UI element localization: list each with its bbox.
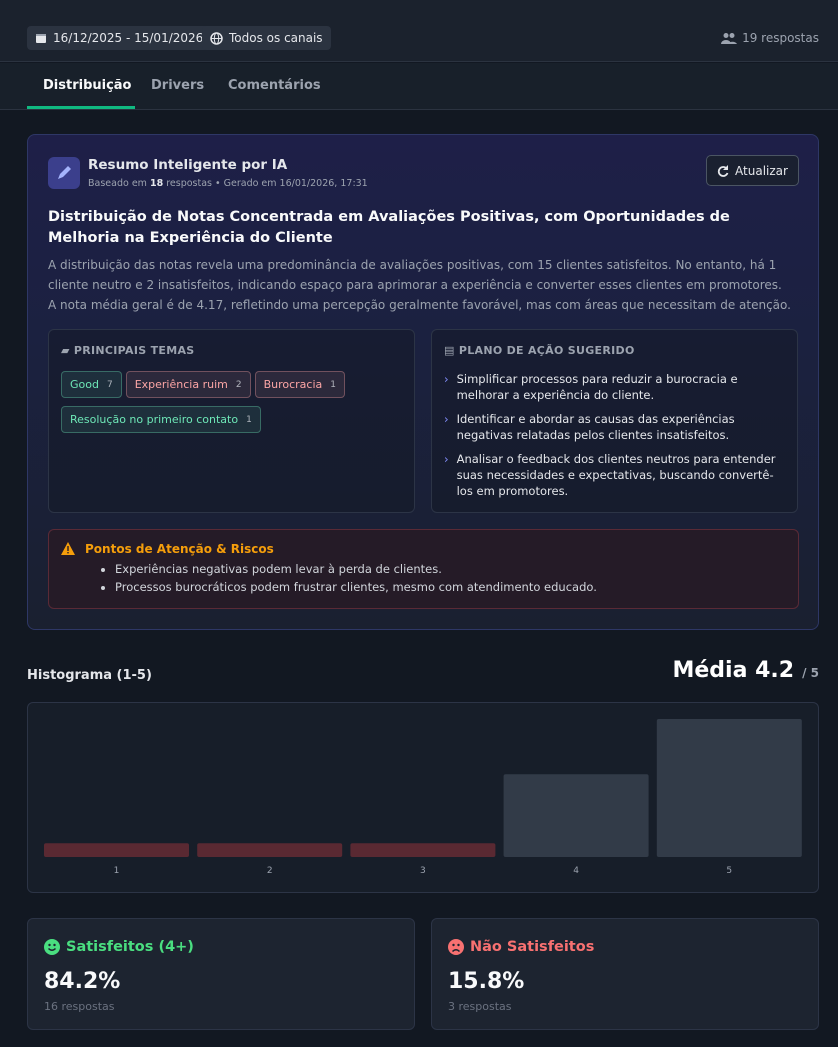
stat-title-text: Não Satisfeitos bbox=[470, 939, 595, 955]
risk-item: Processos burocráticos podem frustrar cl… bbox=[115, 578, 786, 596]
action-item: › Identificar e abordar as causas das exp… bbox=[444, 411, 785, 443]
actions-title: ▤ PLANO DE AÇÃO SUGERIDO bbox=[444, 344, 635, 357]
tag-label: Experiência ruim bbox=[134, 378, 228, 391]
date-chip[interactable]: 16/12/2025 - 15/01/2026 bbox=[27, 26, 212, 50]
meta-suffix: respostas • Gerado em 16/01/2026, 17:31 bbox=[166, 178, 368, 189]
tag: Resolução no primeiro contato 1 bbox=[61, 406, 261, 433]
stat-title: Não Satisfeitos bbox=[448, 939, 594, 955]
action-text: Analisar o feedback dos clientes neutros… bbox=[456, 452, 776, 498]
responses-count: 19 respostas bbox=[742, 31, 819, 45]
summary-title: Resumo Inteligente por IA bbox=[88, 157, 288, 173]
mouth bbox=[451, 949, 461, 953]
summary-meta: Baseado em 18 respostas • Gerado em 16/0… bbox=[88, 178, 368, 189]
mean: Média 4.2 / 5 bbox=[672, 658, 819, 683]
action-item: › Simplificar processos para reduzir a bu… bbox=[444, 371, 785, 403]
themes-title-text: PRINCIPAIS TEMAS bbox=[73, 344, 195, 357]
chevron: › bbox=[444, 412, 449, 426]
face bbox=[448, 939, 464, 955]
face-icon bbox=[448, 939, 464, 955]
tag-list: Good 7 Experiência ruim 2 Burocracia 1 Resoluç… bbox=[61, 371, 402, 441]
themes-box: ▰ PRINCIPAIS TEMAS Good 7 Experiência ruim… bbox=[48, 329, 415, 513]
actions-box: ▤ PLANO DE AÇÃO SUGERIDO › Simplificar pr… bbox=[431, 329, 798, 513]
tag-label: Resolução no primeiro contato bbox=[70, 413, 239, 426]
tag-label: Good bbox=[70, 378, 99, 391]
tab[interactable]: Comentários bbox=[228, 78, 321, 93]
tag: Experiência ruim 2 bbox=[125, 371, 251, 398]
x-tick-label: 3 bbox=[420, 866, 426, 876]
headline: Distribuição de Notas Concentrada em Ava… bbox=[48, 209, 730, 246]
tag-count: 7 bbox=[106, 379, 113, 390]
tag: Good 7 bbox=[61, 371, 122, 398]
filter-bar: 16/12/2025 - 15/01/2026 Todos os canais … bbox=[0, 0, 838, 62]
tag-count: 2 bbox=[235, 379, 242, 390]
x-tick-label: 4 bbox=[573, 866, 579, 876]
x-tick-label: 1 bbox=[114, 866, 120, 876]
action-text: Simplificar processos para reduzir a bur… bbox=[456, 372, 738, 402]
x-tick-label: 5 bbox=[726, 866, 732, 876]
stat-value: 15.8% bbox=[448, 969, 525, 994]
tab[interactable]: Distribuição bbox=[43, 78, 132, 93]
meta-prefix: Baseado em bbox=[88, 178, 147, 189]
stat-sub: 16 respostas bbox=[44, 1000, 115, 1013]
channel: Todos os canais bbox=[229, 31, 323, 45]
risk-item: Experiências negativas podem levar à per… bbox=[115, 560, 786, 578]
risks-title: Pontos de Atenção & Riscos bbox=[61, 542, 786, 556]
x-tick-label: 2 bbox=[267, 866, 273, 876]
refresh-label: Atualizar bbox=[735, 163, 788, 178]
tab[interactable]: Drivers bbox=[151, 78, 205, 93]
risk-list: Experiências negativas podem levar à per… bbox=[61, 560, 786, 596]
eye bbox=[452, 943, 455, 947]
histogram: 1 2 3 4 5 bbox=[27, 702, 819, 893]
stat-card: Não Satisfeitos 15.8% 3 respostas bbox=[431, 918, 819, 1030]
face-icon bbox=[44, 939, 60, 955]
histogram-chart: 1 2 3 4 5 bbox=[44, 719, 802, 876]
action-list: › Simplificar processos para reduzir a bu… bbox=[444, 371, 785, 499]
mean-value: Média 4.2 bbox=[672, 658, 795, 683]
ai-icon bbox=[48, 157, 80, 189]
themes-title: ▰ PRINCIPAIS TEMAS bbox=[61, 344, 195, 357]
refresh-icon bbox=[717, 164, 729, 177]
bar bbox=[656, 719, 802, 857]
action-text: Identificar e abordar as causas das expe… bbox=[456, 412, 735, 442]
tag-count: 1 bbox=[246, 414, 252, 425]
date-range: 16/12/2025 - 15/01/2026 bbox=[53, 31, 204, 45]
stat-card: Satisfeitos (4+) 84.2% 16 respostas bbox=[27, 918, 415, 1030]
histogram-title: Histograma (1-5) bbox=[27, 668, 152, 683]
tag-count: 1 bbox=[330, 379, 336, 390]
chevron: › bbox=[444, 452, 449, 466]
eye bbox=[48, 943, 51, 947]
stat-value: 84.2% bbox=[44, 969, 121, 994]
summary-body: A distribuição das notas revela uma pred… bbox=[48, 258, 791, 312]
stat-sub: 3 respostas bbox=[448, 1000, 512, 1013]
bar bbox=[44, 843, 189, 857]
ai-summary-card: Resumo Inteligente por IA Baseado em 18 … bbox=[27, 134, 819, 630]
chevron: › bbox=[444, 372, 449, 386]
face bbox=[44, 939, 60, 955]
meta-count: 18 bbox=[149, 178, 164, 189]
eye bbox=[53, 943, 56, 947]
stat-title: Satisfeitos (4+) bbox=[44, 939, 194, 955]
risks-title-text: Pontos de Atenção & Riscos bbox=[85, 542, 274, 556]
bar bbox=[503, 774, 649, 857]
risks-box: Pontos de Atenção & Riscos Experiências … bbox=[48, 529, 799, 609]
tag: Burocracia 1 bbox=[254, 371, 345, 398]
stat-title-text: Satisfeitos (4+) bbox=[66, 939, 194, 955]
globe-icon bbox=[210, 31, 223, 45]
actions-title-text: PLANO DE AÇÃO SUGERIDO bbox=[458, 344, 635, 357]
bar bbox=[350, 843, 496, 857]
bar bbox=[197, 843, 343, 857]
channel-chip[interactable]: Todos os canais bbox=[202, 26, 331, 50]
mouth bbox=[47, 947, 57, 951]
tag-label: Burocracia bbox=[263, 378, 323, 391]
eye bbox=[457, 943, 460, 947]
tabs: Distribuição Drivers Comentários bbox=[0, 63, 838, 110]
calendar-icon bbox=[36, 34, 46, 43]
responses: 19 respostas bbox=[721, 31, 819, 45]
mean-suffix: / 5 bbox=[802, 666, 819, 680]
users-icon bbox=[721, 33, 738, 44]
refresh-button[interactable]: Atualizar bbox=[706, 155, 799, 186]
action-item: › Analisar o feedback dos clientes neutro… bbox=[444, 451, 785, 499]
tab-indicator bbox=[27, 106, 135, 109]
